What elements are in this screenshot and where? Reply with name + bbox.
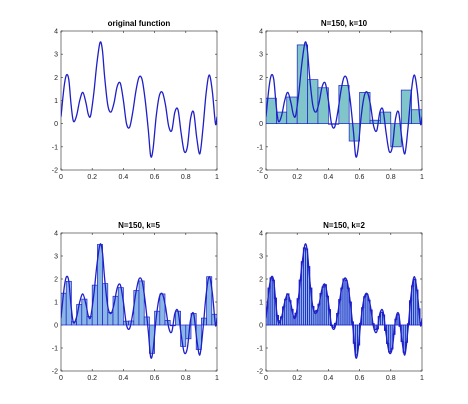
subplot-k5: N=150, k=5 0 0.2 0.4 0.6 0.8 1 -2 -1 0 1 2 3 4 bbox=[52, 221, 219, 382]
x-tick-label: 1 bbox=[215, 375, 219, 382]
y-tick-label: -2 bbox=[52, 369, 58, 376]
x-tick-label: 1 bbox=[420, 174, 424, 181]
y-tick-label: 3 bbox=[54, 52, 58, 59]
y-tick-label: 1 bbox=[259, 98, 263, 105]
x-tick-label: 0.4 bbox=[324, 174, 334, 181]
y-tick-label: 2 bbox=[259, 75, 263, 82]
y-tick-label: 2 bbox=[259, 277, 263, 284]
x-tick-label: 0.8 bbox=[386, 174, 396, 181]
x-tick-label: 0 bbox=[59, 174, 63, 181]
y-tick-label: 4 bbox=[259, 29, 263, 36]
subplot-title: N=150, k=5 bbox=[118, 221, 160, 230]
axes: 0 0.2 0.4 0.6 0.8 1 -2 -1 0 1 2 3 4 bbox=[257, 231, 424, 383]
y-tick-label: 0 bbox=[54, 121, 58, 128]
bin-bar bbox=[112, 295, 119, 326]
y-tick-label: 2 bbox=[54, 75, 58, 82]
y-tick-label: -2 bbox=[52, 168, 58, 175]
axes: 0 0.2 0.4 0.6 0.8 1 -2 -1 0 1 2 3 4 bbox=[52, 29, 219, 182]
function-curve bbox=[61, 41, 217, 158]
subplot-title: N=150, k=2 bbox=[323, 221, 365, 230]
subplot-original-function: original function 0 0.2 0.4 0.6 0.8 1 -2 -1 0 1 2 3… bbox=[52, 19, 219, 181]
x-tick-label: 1 bbox=[420, 375, 424, 382]
x-tick-label: 0.8 bbox=[181, 375, 191, 382]
plot-area bbox=[266, 41, 422, 158]
y-tick-label: 4 bbox=[54, 231, 58, 238]
y-tick-label: 1 bbox=[54, 98, 58, 105]
y-tick-label: 1 bbox=[54, 300, 58, 307]
y-tick-label: -1 bbox=[257, 346, 263, 353]
plot-area bbox=[61, 41, 217, 158]
x-tick-label: 0 bbox=[264, 174, 268, 181]
x-tick-label: 0.2 bbox=[292, 375, 302, 382]
x-tick-label: 0.6 bbox=[150, 174, 160, 181]
y-tick-label: -1 bbox=[257, 144, 263, 151]
x-tick-label: 0.8 bbox=[181, 174, 191, 181]
x-tick-label: 0.2 bbox=[87, 375, 97, 382]
subplot-k10: N=150, k=10 0 0.2 0.4 0.6 0.8 1 -2 -1 0 1 2 3 4 bbox=[257, 19, 424, 181]
y-tick-label: 0 bbox=[259, 121, 263, 128]
x-tick-label: 1 bbox=[215, 174, 219, 181]
bin-bar bbox=[107, 312, 114, 326]
x-tick-label: 0.6 bbox=[355, 174, 365, 181]
y-tick-label: -2 bbox=[257, 369, 263, 376]
y-tick-label: 4 bbox=[54, 29, 58, 36]
y-tick-label: 2 bbox=[54, 277, 58, 284]
y-tick-label: 1 bbox=[259, 300, 263, 307]
x-tick-label: 0.2 bbox=[292, 174, 302, 181]
plot-area bbox=[266, 243, 422, 359]
subplot-title: N=150, k=10 bbox=[321, 19, 368, 28]
x-tick-label: 0.6 bbox=[150, 375, 160, 382]
y-tick-label: -1 bbox=[52, 346, 58, 353]
x-tick-label: 0.2 bbox=[87, 174, 97, 181]
x-tick-label: 0.4 bbox=[119, 174, 129, 181]
y-tick-label: 3 bbox=[259, 254, 263, 261]
x-tick-label: 0 bbox=[264, 375, 268, 382]
y-tick-label: 3 bbox=[259, 52, 263, 59]
y-tick-label: -1 bbox=[52, 144, 58, 151]
bin-bar bbox=[379, 111, 392, 125]
x-tick-label: 0.6 bbox=[355, 375, 365, 382]
step-approximation bbox=[266, 247, 422, 356]
x-tick-label: 0 bbox=[59, 375, 63, 382]
y-tick-label: 0 bbox=[259, 323, 263, 330]
y-tick-label: -2 bbox=[257, 168, 263, 175]
y-tick-label: 4 bbox=[259, 231, 263, 238]
subplot-k2: N=150, k=2 0 0.2 0.4 0.6 0.8 1 -2 -1 0 1 2 3 4 bbox=[257, 221, 424, 382]
bin-bar bbox=[411, 109, 422, 125]
y-tick-label: 3 bbox=[54, 254, 58, 261]
x-tick-label: 0.4 bbox=[119, 375, 129, 382]
function-curve bbox=[266, 41, 422, 158]
bars bbox=[266, 247, 422, 356]
function-curve bbox=[61, 243, 217, 359]
x-tick-label: 0.4 bbox=[324, 375, 334, 382]
subplot-title: original function bbox=[108, 19, 171, 28]
x-tick-label: 0.8 bbox=[386, 375, 396, 382]
axes-box bbox=[60, 30, 218, 171]
y-tick-label: 0 bbox=[54, 323, 58, 330]
plot-area bbox=[61, 243, 217, 359]
bin-bar bbox=[328, 123, 340, 125]
bin-bar bbox=[133, 290, 140, 326]
bin-bar bbox=[400, 89, 412, 125]
